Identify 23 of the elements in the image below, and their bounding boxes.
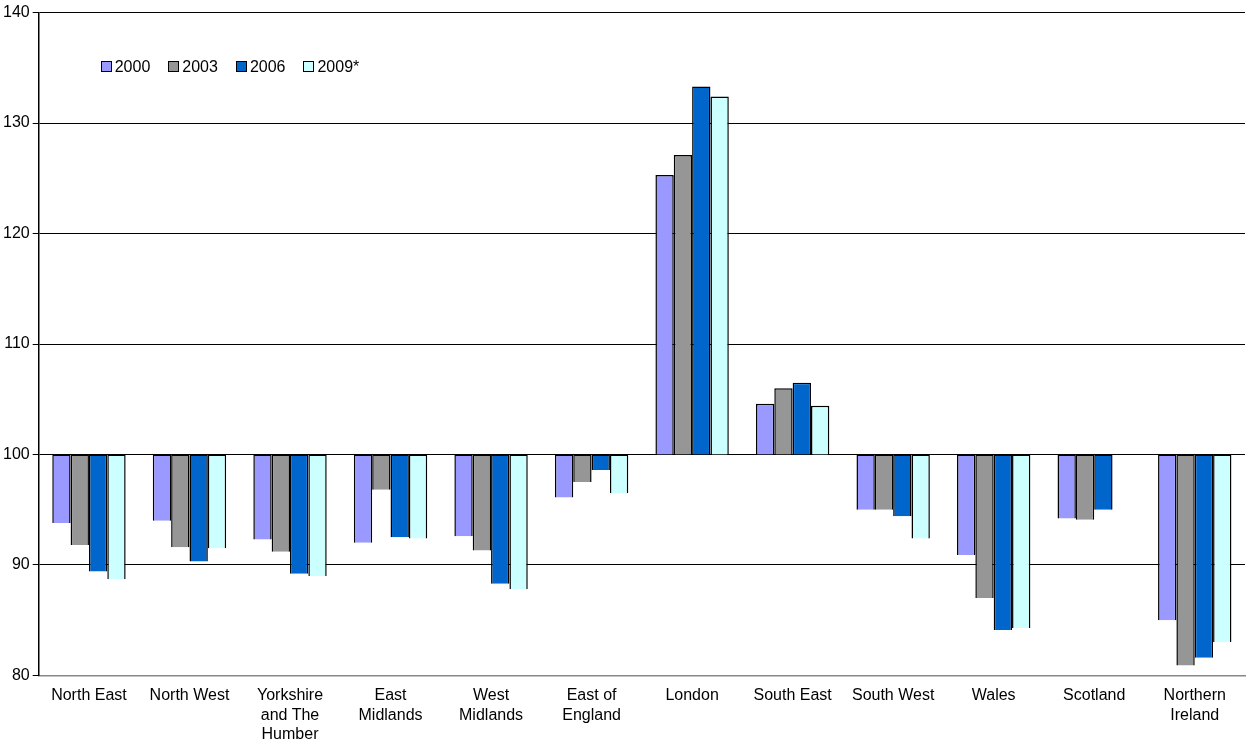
x-tick-label: Northern Ireland	[1163, 686, 1226, 723]
x-tick-label: South West	[851, 686, 935, 704]
x-tick-label: West Midlands	[459, 686, 524, 723]
x-tick-label: North East	[51, 686, 128, 704]
legend-label: 2000	[114, 57, 151, 76]
x-tick-label: Scotland	[1063, 686, 1126, 704]
legend-label: 2003	[182, 57, 218, 76]
x-tick-label: South East	[753, 686, 833, 704]
y-tick-label: 100	[2, 444, 30, 462]
y-tick-label: 140	[2, 3, 30, 21]
y-tick-label: 120	[2, 223, 30, 241]
x-tick-label: North West	[149, 686, 230, 704]
legend-label: 2006	[249, 57, 286, 76]
x-tick-label: Yorkshire and The Humber	[256, 686, 324, 742]
legend-label: 2009*	[317, 57, 360, 76]
x-tick-label: London	[665, 686, 719, 704]
y-tick-label: 90	[11, 555, 30, 573]
y-tick-label: 80	[11, 665, 30, 683]
x-tick-label: Wales	[971, 686, 1016, 704]
x-tick-label: East of England	[562, 686, 621, 723]
y-tick-label: 130	[2, 113, 30, 131]
x-tick-label: East Midlands	[358, 686, 423, 723]
y-tick-label: 110	[4, 334, 30, 352]
